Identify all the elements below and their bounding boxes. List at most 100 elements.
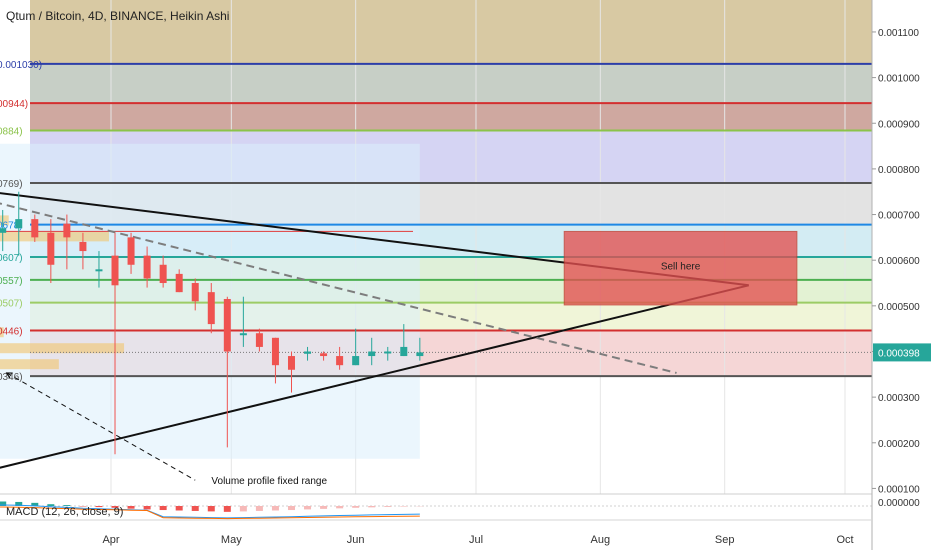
chart-title: Qtum / Bitcoin, 4D, BINANCE, Heikin Ashi: [6, 9, 229, 23]
horizontal-level-label: 0346): [0, 372, 23, 383]
macd-histogram-bar: [207, 506, 215, 512]
candle-body: [0, 228, 7, 233]
candle-body: [191, 283, 199, 302]
macd-tick-label: 0.000000: [878, 498, 920, 509]
macd-histogram-bar: [336, 506, 344, 509]
price-tick-label: 0.000700: [878, 211, 920, 222]
macd-background: [0, 494, 872, 550]
candle-body: [352, 356, 360, 366]
horizontal-level-label: 0678): [0, 221, 23, 232]
macd-histogram-bar: [127, 506, 135, 509]
macd-histogram-bar: [384, 506, 392, 507]
time-tick-label: Jun: [347, 534, 365, 546]
candle-body: [159, 264, 167, 284]
macd-histogram-bar: [304, 506, 312, 510]
candle-body: [207, 292, 215, 325]
macd-line: [0, 504, 420, 519]
time-tick-label: Oct: [836, 534, 853, 546]
volume-profile-note: Volume profile fixed range: [211, 476, 327, 487]
price-tick-label: 0.000800: [878, 165, 920, 176]
trendline[interactable]: [0, 284, 749, 487]
candle-body: [368, 351, 376, 357]
arrow-trendline[interactable]: [6, 372, 196, 481]
volume-profile-down-bar: [0, 343, 125, 354]
time-tick-label: Apr: [102, 534, 119, 546]
macd-histogram-bar: [175, 506, 183, 511]
time-tick-label: Sep: [715, 534, 735, 546]
macd-histogram-bar: [159, 506, 167, 511]
time-tick-label: Jul: [469, 534, 483, 546]
macd-histogram-bar: [111, 506, 119, 508]
candle-body: [175, 273, 183, 293]
candle-body: [239, 333, 247, 336]
macd-histogram-bar: [63, 505, 71, 506]
price-tick-label: 0.000100: [878, 484, 920, 495]
candle-body: [15, 219, 23, 229]
time-tick-label: Aug: [591, 534, 611, 546]
macd-histogram-bar: [239, 506, 247, 512]
macd-histogram-bar: [352, 506, 360, 508]
price-axis-background: [872, 0, 932, 550]
macd-histogram-bar: [223, 506, 231, 512]
time-tick-label: May: [221, 534, 242, 546]
sell-zone-label: Sell here: [661, 261, 701, 272]
macd-histogram-bar: [47, 504, 55, 506]
macd-histogram-bar: [320, 506, 328, 509]
price-tick-label: 0.000900: [878, 119, 920, 130]
macd-histogram-bar: [15, 501, 23, 506]
current-price-label: 0.000398: [878, 348, 920, 359]
candle-body: [336, 356, 344, 366]
volume-profile-down-bar: [0, 359, 59, 370]
candle-body: [400, 346, 408, 357]
price-zone: [30, 103, 872, 131]
candle-body: [127, 237, 135, 265]
horizontal-level-label: 0507): [0, 299, 23, 310]
trendline[interactable]: [0, 183, 677, 374]
macd-histogram-bar: [255, 506, 263, 511]
candle-body: [79, 241, 87, 252]
horizontal-level-label: 00944): [0, 99, 28, 110]
candle-body: [287, 356, 295, 370]
current-price-badge: [873, 343, 931, 362]
price-tick-label: 0.000300: [878, 393, 920, 404]
macd-pane: MACD (12, 26, close, 9): [0, 493, 872, 550]
candle-body: [320, 353, 328, 357]
candle-body: [31, 219, 39, 238]
sell-zone-rectangle[interactable]: [563, 230, 798, 306]
horizontal-level-label: 0446): [0, 326, 23, 337]
volume-profile-down-bar: [0, 327, 4, 338]
macd-histogram-bar: [191, 506, 199, 511]
arrow-head: [5, 372, 13, 379]
macd-signal-line: [0, 506, 420, 520]
horizontal-level-label: 0607): [0, 253, 23, 264]
horizontal-level-label: 0884): [0, 127, 23, 138]
volume-profile-down-bar: [0, 215, 9, 226]
macd-label: MACD (12, 26, close, 9): [6, 506, 123, 518]
candle-body: [111, 255, 119, 286]
price-zone: [30, 63, 872, 104]
horizontal-level-label: 0.001030): [0, 60, 42, 71]
horizontal-level-label: 0557): [0, 276, 23, 287]
macd-histogram-bar: [31, 502, 39, 506]
candle-body: [143, 255, 151, 279]
candle-body: [255, 333, 263, 347]
price-tick-label: 0.000500: [878, 302, 920, 313]
macd-histogram-bar: [95, 506, 103, 508]
candle-body: [271, 337, 279, 366]
candle-body: [384, 351, 392, 354]
macd-histogram-bar: [143, 506, 151, 510]
macd-histogram-bar: [368, 506, 376, 508]
macd-histogram-bar: [271, 506, 279, 511]
candle-body: [63, 223, 71, 238]
price-tick-label: 0.000200: [878, 439, 920, 450]
candle-body: [95, 269, 103, 272]
macd-histogram-bar: [287, 506, 295, 511]
price-tick-label: 0.000600: [878, 256, 920, 267]
candle-body: [416, 352, 424, 357]
candle-body: [304, 351, 312, 354]
horizontal-level-label: 0769): [0, 179, 23, 190]
macd-histogram-bar: [0, 501, 7, 506]
candle-body: [223, 298, 231, 352]
